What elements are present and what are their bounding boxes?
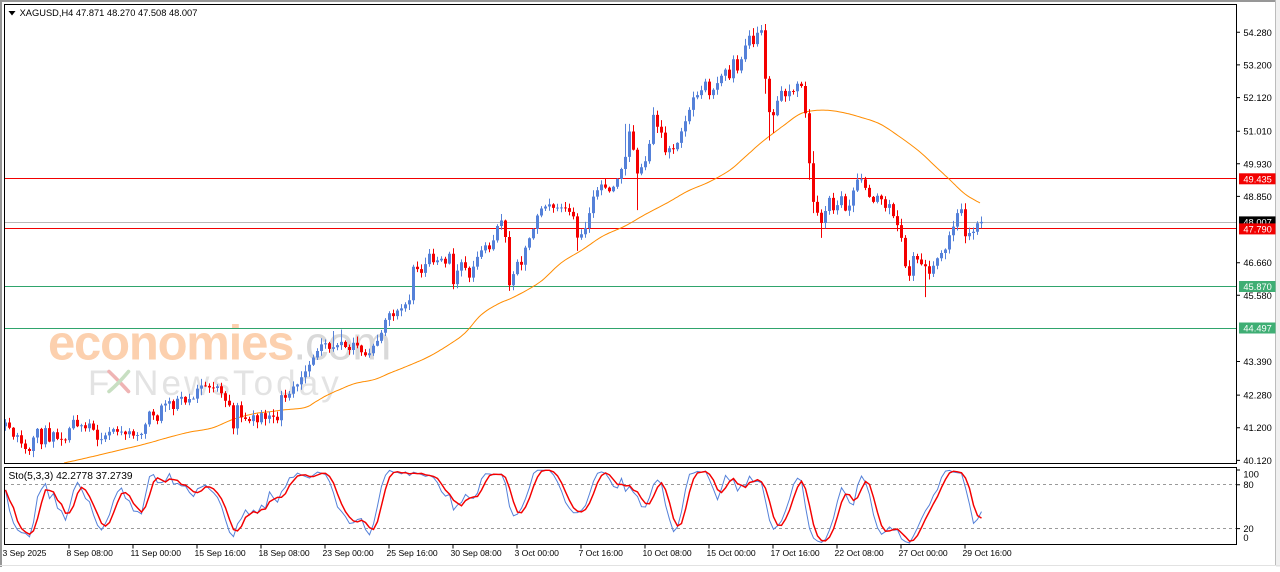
svg-text:41.200: 41.200: [1243, 423, 1271, 433]
svg-text:17 Oct 16:00: 17 Oct 16:00: [771, 548, 820, 558]
svg-text:49.930: 49.930: [1243, 159, 1271, 169]
svg-text:11 Sep 00:00: 11 Sep 00:00: [131, 548, 182, 558]
svg-text:7 Oct 16:00: 7 Oct 16:00: [579, 548, 624, 558]
svg-text:XAGUSD,H4 47.871 48.270 47.50: XAGUSD,H4 47.871 48.270 47.508 48.007: [20, 8, 198, 18]
svg-text:15 Sep 16:00: 15 Sep 16:00: [195, 548, 246, 558]
svg-text:20: 20: [1243, 524, 1253, 534]
svg-text:80: 80: [1243, 480, 1253, 490]
svg-text:44.497: 44.497: [1243, 324, 1271, 334]
svg-text:48.850: 48.850: [1243, 192, 1271, 202]
svg-text:100: 100: [1243, 470, 1259, 480]
svg-text:43.390: 43.390: [1243, 357, 1271, 367]
svg-text:15 Oct 00:00: 15 Oct 00:00: [707, 548, 756, 558]
svg-text:22 Oct 08:00: 22 Oct 08:00: [835, 548, 884, 558]
svg-text:27 Oct 00:00: 27 Oct 00:00: [899, 548, 948, 558]
svg-text:53.200: 53.200: [1243, 60, 1271, 70]
svg-text:economies.com: economies.com: [48, 317, 390, 371]
svg-text:23 Sep 00:00: 23 Sep 00:00: [323, 548, 374, 558]
svg-text:25 Sep 16:00: 25 Sep 16:00: [387, 548, 438, 558]
svg-text:48.007: 48.007: [1243, 217, 1271, 227]
svg-text:30 Sep 08:00: 30 Sep 08:00: [451, 548, 502, 558]
svg-text:54.280: 54.280: [1243, 28, 1271, 38]
svg-text:29 Oct 16:00: 29 Oct 16:00: [963, 548, 1012, 558]
svg-text:52.120: 52.120: [1243, 93, 1271, 103]
svg-text:Sto(5,3,3) 42.2778 37.2739: Sto(5,3,3) 42.2778 37.2739: [9, 471, 133, 482]
svg-text:0: 0: [1243, 533, 1248, 543]
svg-text:46.660: 46.660: [1243, 258, 1271, 268]
svg-text:42.280: 42.280: [1243, 391, 1271, 401]
svg-text:49.435: 49.435: [1243, 174, 1271, 184]
svg-text:51.010: 51.010: [1243, 127, 1271, 137]
svg-text:3 Oct 00:00: 3 Oct 00:00: [515, 548, 560, 558]
svg-text:45.870: 45.870: [1243, 282, 1271, 292]
svg-text:10 Oct 08:00: 10 Oct 08:00: [643, 548, 692, 558]
svg-text:40.120: 40.120: [1243, 456, 1271, 466]
svg-text:8 Sep 08:00: 8 Sep 08:00: [67, 548, 114, 558]
svg-text:45.580: 45.580: [1243, 291, 1271, 301]
svg-text:3 Sep 2025: 3 Sep 2025: [3, 548, 47, 558]
svg-text:18 Sep 08:00: 18 Sep 08:00: [259, 548, 310, 558]
svg-text:47.790: 47.790: [1243, 224, 1271, 234]
